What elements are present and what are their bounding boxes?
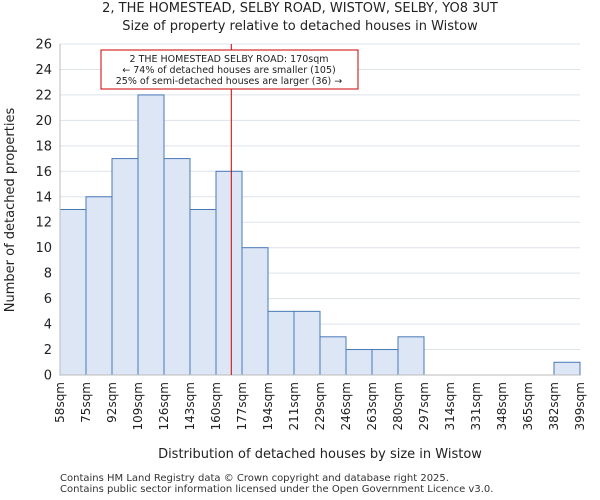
y-tick-label: 22 bbox=[35, 88, 52, 103]
y-tick-label: 14 bbox=[35, 190, 52, 205]
y-tick-label: 10 bbox=[35, 241, 52, 256]
footer-line-1: Contains HM Land Registry data © Crown c… bbox=[60, 473, 449, 484]
x-tick-label: 194sqm bbox=[261, 382, 275, 430]
histogram-bar-160sqm bbox=[215, 170, 243, 376]
chart-title: 2, THE HOMESTEAD, SELBY ROAD, WISTOW, SE… bbox=[102, 1, 498, 16]
histogram-bar-280sqm bbox=[397, 336, 425, 376]
annotation-box: 2 THE HOMESTEAD SELBY ROAD: 170sqm ← 74%… bbox=[100, 49, 359, 90]
annotation-line-1: 2 THE HOMESTEAD SELBY ROAD: 170sqm bbox=[130, 54, 329, 65]
histogram-bar-126sqm bbox=[163, 158, 191, 376]
histogram-bar-211sqm bbox=[293, 310, 321, 376]
y-tick-label: 24 bbox=[35, 63, 52, 78]
x-tick-label: 365sqm bbox=[521, 382, 535, 430]
y-tick-label: 26 bbox=[35, 38, 52, 53]
x-tick-label: 331sqm bbox=[469, 382, 483, 430]
x-tick-label: 263sqm bbox=[365, 382, 379, 430]
y-tick-label: 16 bbox=[35, 165, 52, 180]
y-tick-label: 0 bbox=[44, 369, 52, 384]
x-tick-label: 382sqm bbox=[547, 382, 561, 430]
x-tick-label: 229sqm bbox=[313, 382, 327, 430]
histogram-bar-58sqm bbox=[59, 209, 87, 376]
x-tick-label: 109sqm bbox=[131, 382, 145, 430]
x-tick-label: 143sqm bbox=[183, 382, 197, 430]
histogram-bar-143sqm bbox=[189, 209, 217, 376]
annotation-rect bbox=[100, 49, 359, 90]
annotation-line-3: 25% of semi-detached houses are larger (… bbox=[116, 76, 343, 87]
x-tick-label: 211sqm bbox=[287, 382, 301, 430]
x-tick-label: 348sqm bbox=[495, 382, 509, 430]
x-tick-label: 314sqm bbox=[443, 382, 457, 430]
histogram-bar-177sqm bbox=[241, 247, 269, 376]
histogram-bar-229sqm bbox=[319, 336, 347, 376]
x-tick-label: 246sqm bbox=[339, 382, 353, 430]
y-tick-label: 20 bbox=[35, 114, 52, 129]
axes bbox=[59, 44, 580, 376]
x-tick-label: 126sqm bbox=[157, 382, 171, 430]
histogram-bar-75sqm bbox=[85, 196, 113, 376]
y-tick-label: 18 bbox=[35, 139, 52, 154]
y-tick-label: 8 bbox=[44, 267, 52, 282]
histogram-bar-246sqm bbox=[345, 349, 373, 376]
y-axis-label: Number of detached properties bbox=[3, 108, 18, 313]
x-tick-label: 177sqm bbox=[235, 382, 249, 430]
bars bbox=[59, 94, 581, 376]
x-tick-label: 92sqm bbox=[105, 382, 119, 423]
chart-subtitle: Size of property relative to detached ho… bbox=[122, 19, 478, 34]
y-tick-label: 6 bbox=[44, 292, 52, 307]
y-tick-label: 12 bbox=[35, 216, 52, 231]
histogram-bar-382sqm bbox=[553, 361, 581, 376]
x-tick-labels: 58sqm 75sqm 92sqm 109sqm 126sqm 143sqm 160sqm 1… bbox=[53, 382, 587, 430]
x-tick-label: 75sqm bbox=[79, 382, 93, 423]
histogram-bar-263sqm bbox=[371, 349, 399, 376]
x-tick-label: 399sqm bbox=[573, 382, 587, 430]
x-tick-label: 58sqm bbox=[53, 382, 67, 423]
footer-line-2: Contains public sector information licen… bbox=[60, 484, 494, 495]
x-tick-label: 160sqm bbox=[209, 382, 223, 430]
histogram-bar-92sqm bbox=[111, 158, 139, 376]
x-tick-label: 297sqm bbox=[417, 382, 431, 430]
x-tick-label: 280sqm bbox=[391, 382, 405, 430]
y-tick-label: 4 bbox=[44, 318, 52, 333]
histogram-bar-194sqm bbox=[267, 310, 295, 376]
x-axis-label: Distribution of detached houses by size … bbox=[158, 447, 482, 462]
annotation-line-2: ← 74% of detached houses are smaller (10… bbox=[122, 65, 335, 76]
y-tick-label: 2 bbox=[44, 343, 52, 358]
histogram-bar-109sqm bbox=[137, 94, 165, 376]
